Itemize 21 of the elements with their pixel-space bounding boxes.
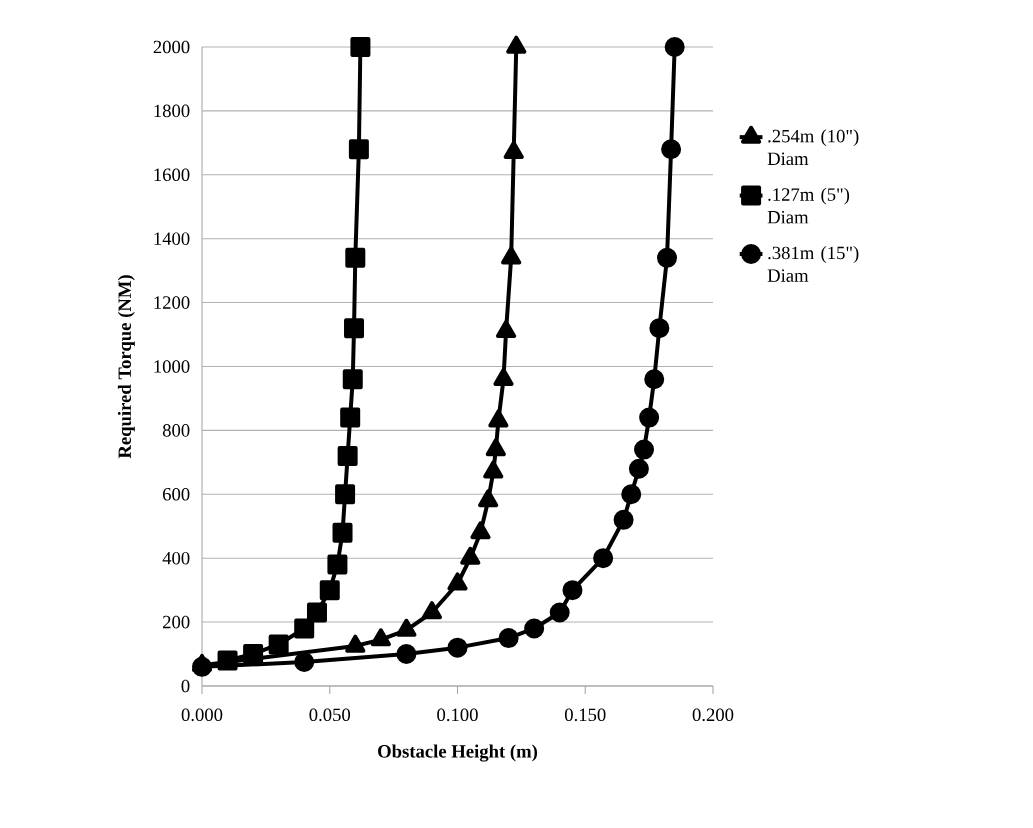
y-tick-label: 1200 bbox=[154, 296, 190, 309]
legend-label: .127m (5") Diam bbox=[767, 187, 850, 224]
y-tick-label: 1400 bbox=[154, 232, 190, 245]
y-tick-label: 400 bbox=[162, 551, 190, 565]
y-tick-label: 1000 bbox=[154, 360, 190, 373]
x-tick-label: 0.150 bbox=[564, 708, 606, 722]
legend-label: .254m (10") Diam bbox=[767, 129, 859, 166]
y-tick-label: 1600 bbox=[154, 168, 190, 182]
x-axis-title: Obstacle Height (m) bbox=[378, 744, 538, 762]
y-tick-label: 2000 bbox=[153, 40, 190, 54]
y-tick-label: 200 bbox=[163, 615, 190, 629]
x-tick-label: 0.050 bbox=[309, 708, 351, 722]
x-tick-label: 0.100 bbox=[437, 708, 478, 722]
y-tick-label: 600 bbox=[162, 487, 190, 501]
x-tick-label: 0.200 bbox=[692, 708, 734, 722]
y-tick-label: 1800 bbox=[154, 104, 190, 118]
x-tick-label: 0.000 bbox=[181, 708, 223, 722]
y-axis-title: Required Torque (NM) bbox=[117, 275, 135, 459]
legend-label: .381m (15") Diam bbox=[767, 246, 859, 282]
y-tick-label: 0 bbox=[181, 679, 190, 693]
y-tick-label: 800 bbox=[162, 424, 190, 437]
